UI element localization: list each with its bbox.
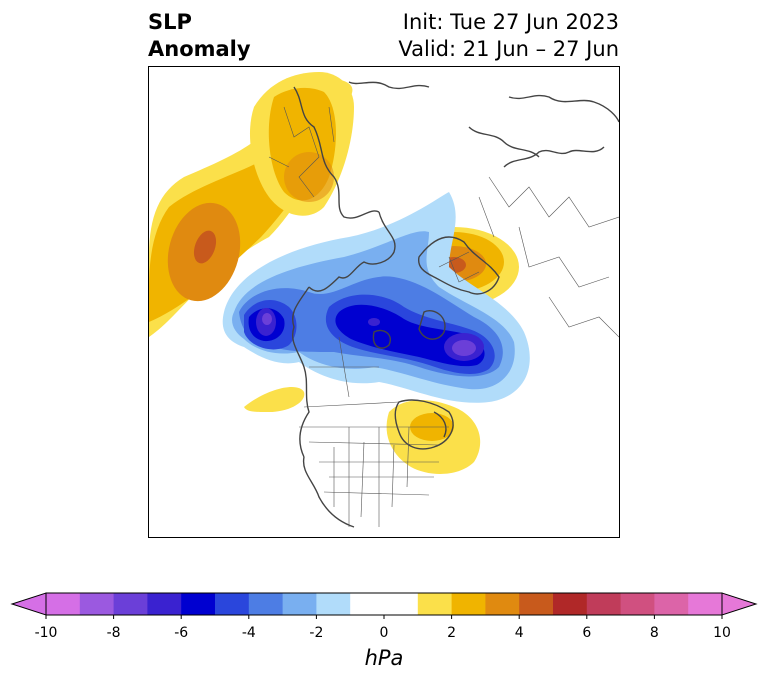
borders (268, 106, 619, 527)
colorbar-tick-label: -8 (106, 625, 121, 641)
anomaly-northeast-pacific (244, 387, 305, 412)
anomaly-negative-band (222, 192, 530, 403)
colorbar-segment (181, 593, 216, 615)
map-svg (149, 72, 619, 528)
colorbar-tick-label: -2 (309, 625, 324, 641)
colorbar-segment (586, 593, 622, 615)
colorbar-tick-label: 10 (713, 625, 731, 641)
map-panel (148, 66, 620, 538)
valid-dates: Valid: 21 Jun – 27 Jun (398, 37, 619, 61)
colorbar-segment (79, 593, 115, 615)
colorbar-tick-label: 4 (514, 625, 524, 641)
colorbar-extend-min (10, 592, 47, 616)
colorbar-tick-label: 2 (447, 625, 457, 641)
colorbar-segment (282, 593, 317, 615)
coastlines (292, 81, 619, 528)
colorbar-segment (46, 593, 81, 615)
colorbar-tick-label: 6 (582, 625, 592, 641)
title-line-slp: SLP (148, 10, 192, 34)
map-dates: Init: Tue 27 Jun 2023 Valid: 21 Jun – 27… (398, 9, 619, 63)
colorbar-segment (553, 593, 588, 615)
colorbar-segment (654, 593, 689, 615)
colorbar-segment (350, 593, 385, 615)
colorbar-segment (113, 593, 148, 615)
colorbar-tick-label: -4 (241, 625, 256, 641)
anomaly-siberia (249, 72, 354, 216)
colorbar-segment (248, 593, 284, 615)
colorbar-extend-max (721, 592, 758, 616)
colorbar-segment (384, 593, 419, 615)
colorbar-units: hPa (364, 646, 404, 670)
colorbar-tick-label: 8 (649, 625, 659, 641)
colorbar (10, 592, 758, 619)
colorbar-tick-label: -6 (174, 625, 189, 641)
colorbar-segment (316, 593, 351, 615)
colorbar-segment (688, 593, 723, 615)
title-line-anomaly: Anomaly (148, 37, 251, 61)
colorbar-segment (519, 593, 554, 615)
colorbar-segment (451, 593, 486, 615)
colorbar-segment (147, 593, 182, 615)
colorbar-segment (417, 593, 453, 615)
map-title: SLP Anomaly (148, 9, 251, 63)
colorbar-segment (620, 593, 655, 615)
colorbar-tick-label: -10 (34, 625, 58, 641)
colorbar-tick-label: 0 (379, 625, 389, 641)
init-date: Init: Tue 27 Jun 2023 (402, 10, 619, 34)
colorbar-segment (215, 593, 250, 615)
colorbar-segment (485, 593, 520, 615)
